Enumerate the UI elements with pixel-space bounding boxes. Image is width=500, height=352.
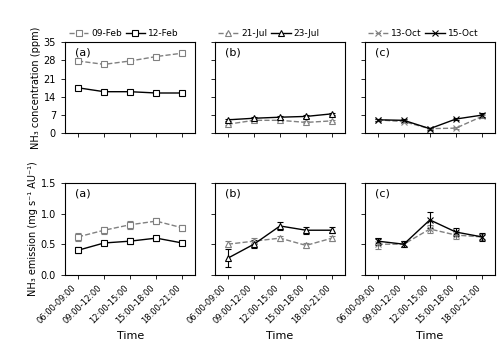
Legend: 09-Feb, 12-Feb: 09-Feb, 12-Feb (65, 25, 182, 41)
Text: (a): (a) (76, 48, 91, 58)
Text: (c): (c) (375, 48, 390, 58)
Y-axis label: NH₃ concentration (ppm): NH₃ concentration (ppm) (31, 27, 41, 149)
Text: (c): (c) (375, 189, 390, 199)
Text: (a): (a) (76, 189, 91, 199)
X-axis label: Time: Time (116, 331, 144, 341)
X-axis label: Time: Time (266, 331, 293, 341)
Legend: 13-Oct, 15-Oct: 13-Oct, 15-Oct (364, 25, 482, 41)
X-axis label: Time: Time (416, 331, 444, 341)
Y-axis label: NH₃ emission (mg s⁻¹ AU⁻¹): NH₃ emission (mg s⁻¹ AU⁻¹) (28, 162, 38, 296)
Text: (b): (b) (226, 189, 241, 199)
Legend: 21-Jul, 23-Jul: 21-Jul, 23-Jul (215, 25, 323, 41)
Text: (b): (b) (226, 48, 241, 58)
